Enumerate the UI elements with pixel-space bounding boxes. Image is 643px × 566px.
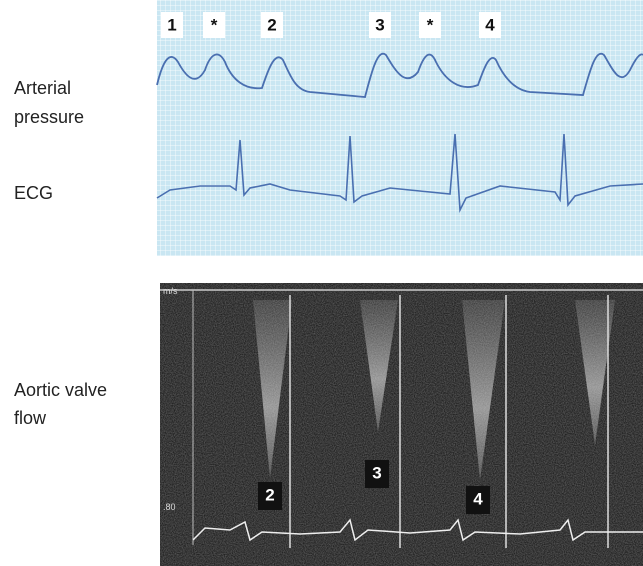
flow-envelope xyxy=(575,300,615,445)
marker-box xyxy=(369,12,391,38)
flow-envelope xyxy=(253,300,292,478)
flow-envelope xyxy=(462,300,505,480)
beat-marker: 3 xyxy=(375,15,384,34)
beat-marker: 4 xyxy=(485,15,495,34)
marker-box xyxy=(479,12,501,38)
ecg-trace xyxy=(156,133,643,213)
marker-box xyxy=(466,486,490,514)
marker-box xyxy=(161,12,183,38)
marker-box xyxy=(258,482,282,510)
flow-envelope xyxy=(360,300,398,432)
scale-unit: m/s xyxy=(163,286,178,296)
doppler-marker: 2 xyxy=(265,485,274,504)
label: Aortic valve xyxy=(14,380,107,400)
scale-tick: .80 xyxy=(163,502,176,512)
beat-marker: * xyxy=(427,15,434,34)
beat-marker: 1 xyxy=(167,15,176,34)
valve-clicks xyxy=(289,295,609,548)
marker-box xyxy=(365,460,389,488)
label: Arterial xyxy=(14,78,71,98)
label: flow xyxy=(14,408,47,428)
marker-box xyxy=(203,12,225,38)
marker-box xyxy=(419,12,441,38)
doppler-noise xyxy=(160,283,643,566)
beat-marker: * xyxy=(211,15,218,34)
beat-marker: 2 xyxy=(267,15,276,34)
doppler-ecg xyxy=(192,518,643,542)
label: ECG xyxy=(14,183,53,203)
doppler-marker: 4 xyxy=(473,489,483,508)
marker-box xyxy=(261,12,283,38)
pressure-trace xyxy=(156,52,643,98)
label: pressure xyxy=(14,107,84,127)
grid xyxy=(157,0,643,256)
doppler-marker: 3 xyxy=(372,463,381,482)
doppler-markers: 2 3 4 xyxy=(258,460,490,514)
beat-markers: 1 * 2 3 * 4 xyxy=(161,12,501,38)
